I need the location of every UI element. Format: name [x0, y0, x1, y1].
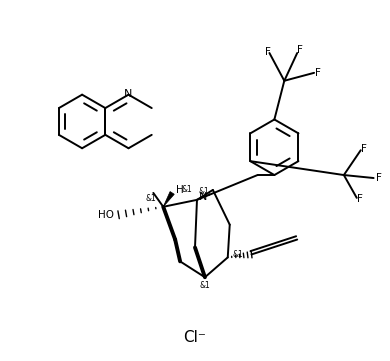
Text: &1: &1 — [200, 281, 210, 290]
Text: F: F — [361, 144, 367, 154]
Text: &1: &1 — [199, 187, 209, 196]
Polygon shape — [163, 192, 174, 207]
Text: N⁺: N⁺ — [199, 192, 213, 202]
Text: F: F — [357, 194, 363, 204]
Text: N: N — [124, 89, 133, 99]
Text: &1: &1 — [232, 250, 243, 259]
Text: Cl⁻: Cl⁻ — [184, 330, 206, 345]
Text: F: F — [376, 173, 381, 183]
Text: HO: HO — [98, 210, 113, 220]
Text: &1: &1 — [146, 194, 157, 203]
Text: &1: &1 — [182, 186, 192, 195]
Text: F: F — [264, 47, 270, 57]
Text: H: H — [176, 185, 184, 195]
Text: F: F — [297, 45, 303, 55]
Text: F: F — [315, 68, 321, 78]
